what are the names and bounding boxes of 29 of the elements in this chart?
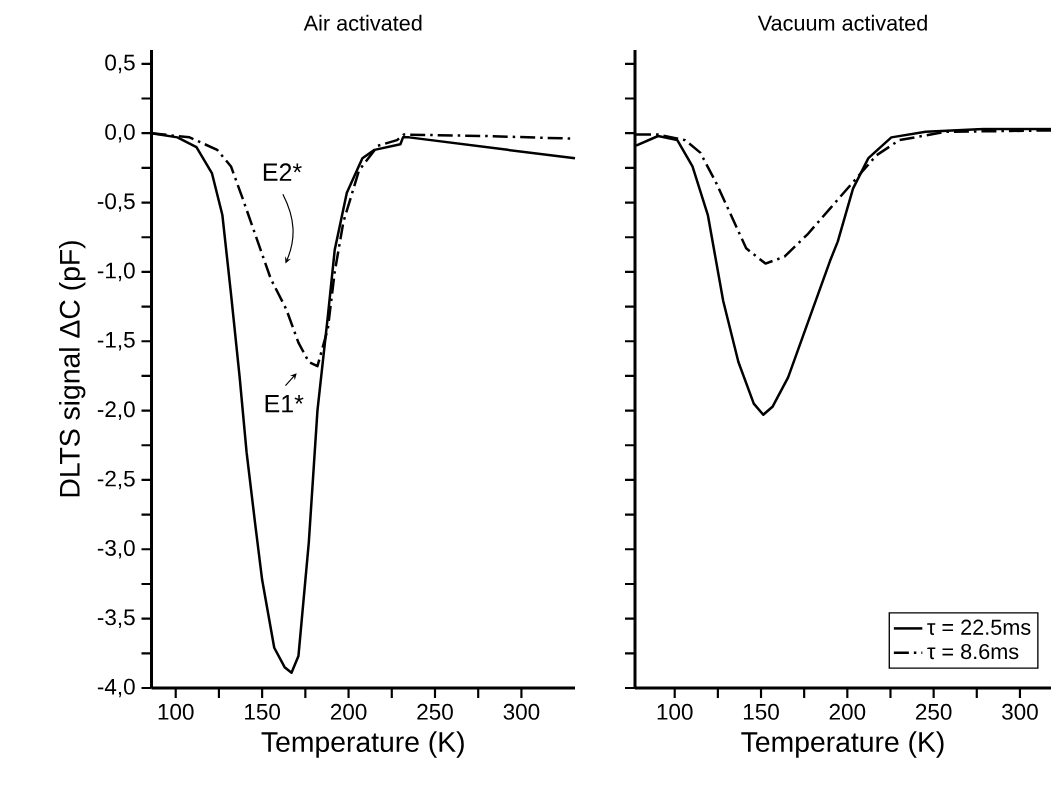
y-tick-label: -4,0 bbox=[97, 678, 135, 698]
annotation: E1* bbox=[265, 395, 304, 413]
x-tick-label: 150 bbox=[245, 703, 281, 720]
y-tick-label: 0,5 bbox=[105, 54, 135, 74]
chart-title: Air activated bbox=[303, 14, 422, 31]
x-tick-label: 200 bbox=[829, 703, 866, 720]
y-tick-label: -2,5 bbox=[97, 470, 135, 490]
legend-label: τ = 8.6ms bbox=[927, 643, 1019, 660]
y-tick-label: 0,0 bbox=[105, 123, 135, 143]
x-tick-label: 300 bbox=[503, 703, 540, 720]
chart-title: Vacuum activated bbox=[757, 14, 927, 31]
x-tick-label: 100 bbox=[158, 703, 194, 720]
x-tick-label: 100 bbox=[657, 703, 693, 720]
x-tick-label: 150 bbox=[743, 703, 779, 720]
y-tick-label: -3,0 bbox=[97, 540, 135, 559]
x-tick-label: 250 bbox=[417, 703, 453, 720]
x-axis-title: Temperature (K) bbox=[261, 731, 464, 758]
x-axis-title: Temperature (K) bbox=[741, 731, 944, 758]
legend-label: τ = 22.5ms bbox=[927, 619, 1031, 635]
x-tick-label: 250 bbox=[915, 703, 952, 720]
y-tick-label: -1,5 bbox=[97, 332, 135, 351]
y-tick-label: -3,5 bbox=[97, 609, 135, 628]
y-tick-label: -1,0 bbox=[97, 262, 135, 282]
x-tick-label: 300 bbox=[1002, 703, 1038, 720]
y-tick-label: -2,0 bbox=[97, 401, 135, 420]
annotation: E2* bbox=[263, 163, 302, 181]
y-axis-title: DLTS signal ΔC (pF) bbox=[59, 241, 86, 497]
y-tick-label: -0,5 bbox=[97, 193, 135, 212]
x-tick-label: 200 bbox=[330, 703, 367, 720]
